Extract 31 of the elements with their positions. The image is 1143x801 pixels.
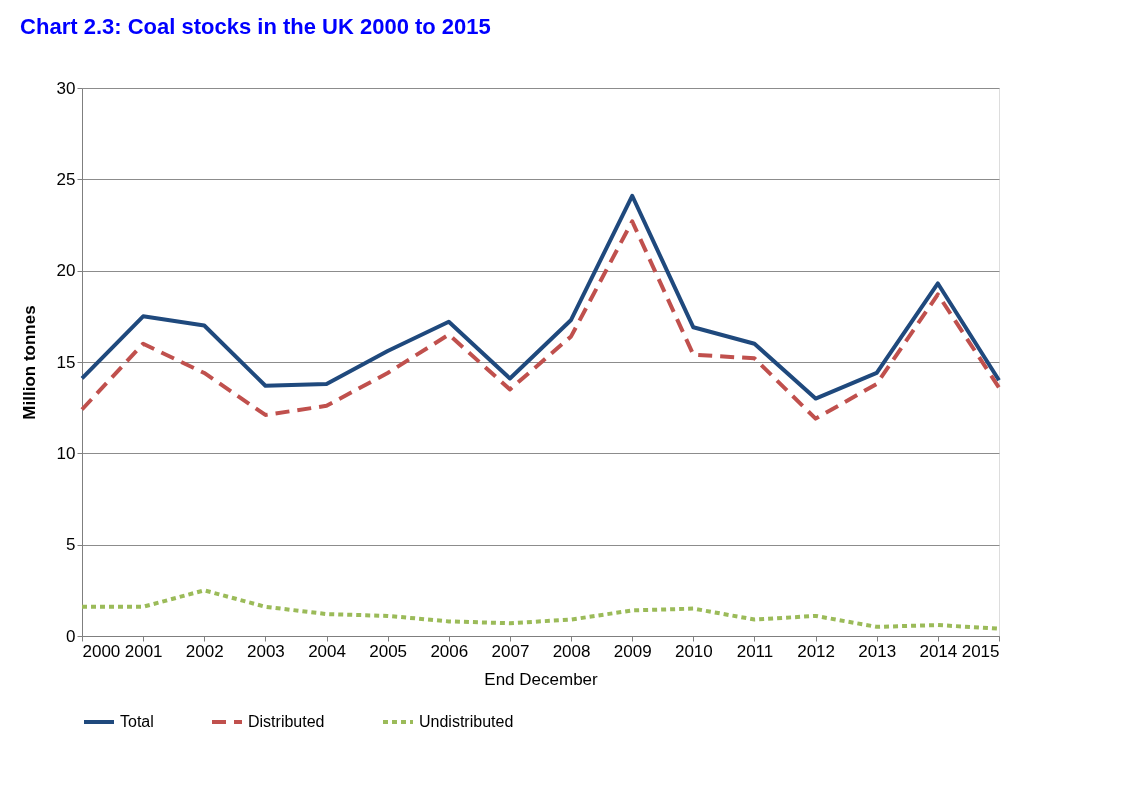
y-tick-label: 20 bbox=[56, 261, 76, 281]
x-tick-label: 2015 bbox=[961, 641, 1000, 661]
x-tick-label: 2007 bbox=[491, 641, 530, 661]
line-series bbox=[80, 219, 1001, 421]
x-tick-label: 2013 bbox=[858, 641, 897, 661]
y-tick-label: 5 bbox=[66, 535, 76, 555]
x-tick-label: 2012 bbox=[797, 641, 836, 661]
x-tick-label: 2009 bbox=[613, 641, 652, 661]
x-tick-label: 2014 bbox=[919, 641, 958, 661]
y-tick-label: 15 bbox=[56, 352, 76, 372]
x-tick-label: 2006 bbox=[430, 641, 469, 661]
y-tick-label: 30 bbox=[56, 78, 76, 98]
legend-label: Total bbox=[120, 713, 154, 730]
x-tick-label: 2004 bbox=[308, 641, 346, 661]
x-tick-label: 2005 bbox=[369, 641, 408, 661]
legend-label: Undistributed bbox=[419, 713, 514, 730]
line-series bbox=[80, 193, 1001, 401]
chart-title: Chart 2.3: Coal stocks in the UK 2000 to 2015 bbox=[20, 14, 491, 39]
x-tick-label: 2001 bbox=[124, 641, 163, 661]
x-axis-title: End December bbox=[484, 669, 599, 689]
x-tick-label: 2010 bbox=[674, 641, 713, 661]
x-tick-label: 2003 bbox=[246, 641, 285, 661]
y-tick-label: 10 bbox=[56, 443, 76, 463]
y-axis-title: Million tonnes bbox=[19, 305, 39, 420]
y-tick-label: 25 bbox=[56, 169, 76, 189]
y-tick-label: 0 bbox=[66, 626, 76, 646]
x-tick-label: 2002 bbox=[185, 641, 224, 661]
x-tick-label: 2008 bbox=[552, 641, 591, 661]
legend-label: Distributed bbox=[248, 713, 325, 730]
x-tick-label: 2000 bbox=[82, 641, 121, 661]
x-tick-label: 2011 bbox=[736, 641, 774, 661]
